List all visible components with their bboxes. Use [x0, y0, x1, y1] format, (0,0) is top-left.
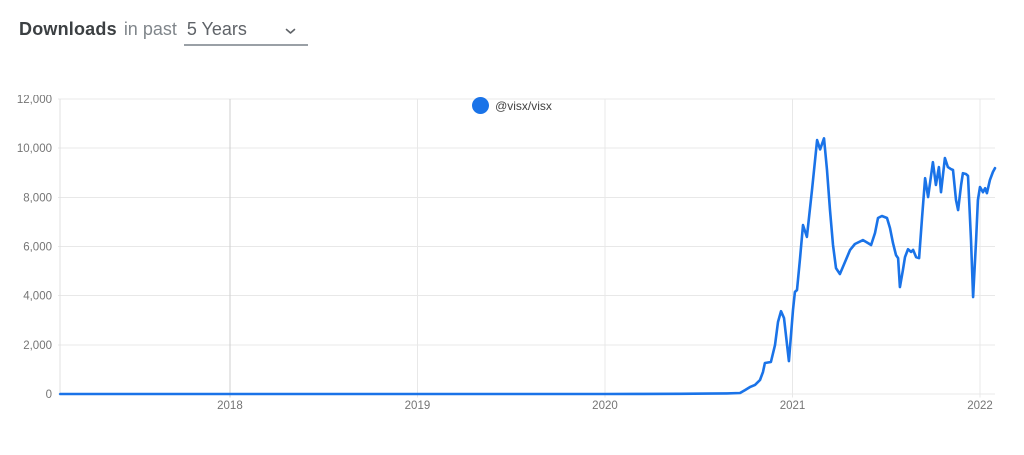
legend-series-label: @visx/visx	[495, 98, 552, 113]
x-tick-label: 2018	[217, 400, 243, 412]
y-tick-label: 0	[46, 389, 52, 401]
legend-item-visx[interactable]: @visx/visx	[472, 97, 552, 114]
page-title: Downloads	[19, 19, 117, 39]
y-tick-label: 6,000	[23, 242, 52, 254]
x-tick-label: 2019	[405, 400, 431, 412]
page-header: Downloads in past 5 Years	[0, 0, 1024, 75]
chevron-down-icon	[285, 19, 296, 40]
chart-legend: @visx/visx	[0, 97, 1024, 114]
y-tick-label: 12,000	[17, 95, 52, 106]
downloads-chart[interactable]: 0 2,000 4,000 6,000 8,000 10,000 12,000 2018 201…	[0, 95, 1024, 435]
time-range-value: 5 Years	[186, 19, 247, 39]
y-tick-label: 10,000	[17, 143, 52, 155]
time-range-select[interactable]: 5 Years	[183, 19, 308, 46]
downloads-chart-section: @visx/visx 0 2,000 4,000 6,000 8,000 10,000 12…	[0, 95, 1024, 455]
series-line-visx	[58, 136, 997, 396]
y-tick-label: 2,000	[23, 340, 52, 352]
x-tick-label: 2021	[780, 400, 806, 412]
y-tick-label: 4,000	[23, 291, 52, 303]
x-tick-label: 2022	[967, 400, 993, 412]
y-tick-label: 8,000	[23, 192, 52, 204]
legend-series-dot	[472, 97, 490, 114]
page-subtitle: in past	[123, 19, 177, 39]
x-tick-label: 2020	[592, 400, 618, 412]
